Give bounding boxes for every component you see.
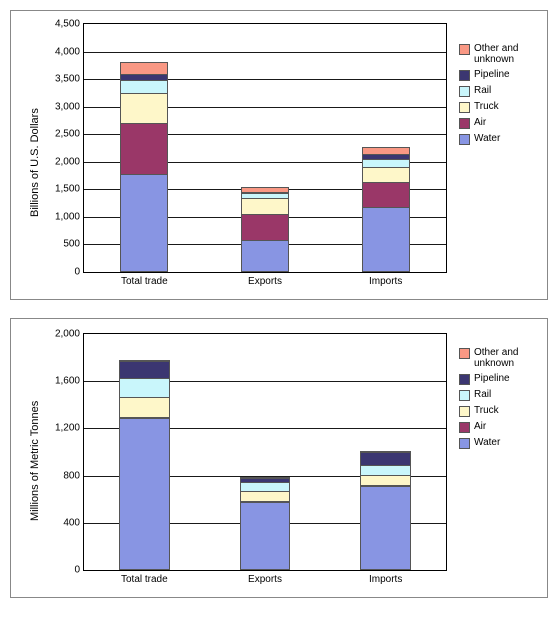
chart-panel-0: 0 500 1,000 1,500 2,000 2,500 3,000 3,500 4,000 4… [10, 10, 548, 300]
y-tick-label: 400 [63, 517, 84, 528]
segment-truck [120, 93, 168, 123]
legend-item: Air [459, 421, 536, 433]
legend-label: Other and unknown [474, 347, 536, 369]
legend-item: Rail [459, 85, 536, 97]
segment-water [241, 240, 289, 272]
legend-item: Rail [459, 389, 536, 401]
y-tick-label: 3,000 [55, 101, 84, 112]
legend-item: Truck [459, 405, 536, 417]
y-tick-label: 3,500 [55, 74, 84, 85]
segment-air [241, 214, 289, 240]
legend-label: Truck [474, 405, 499, 416]
plot-area: 04008001,2001,6002,000Total tradeExports… [83, 333, 447, 571]
segment-rail [240, 482, 291, 490]
y-tick-label: 4,000 [55, 46, 84, 57]
y-tick-label: 500 [63, 239, 84, 250]
y-tick-label: 1,200 [55, 423, 84, 434]
legend-swatch [459, 422, 470, 433]
segment-water [360, 486, 411, 570]
legend-swatch [459, 438, 470, 449]
segment-air [362, 182, 410, 207]
legend-swatch [459, 70, 470, 81]
legend-label: Rail [474, 85, 491, 96]
segment-water [120, 174, 168, 272]
bar-exports [241, 187, 289, 272]
x-tick-label: Exports [248, 570, 282, 585]
segment-rail [119, 378, 170, 396]
segment-rail [362, 159, 410, 167]
legend-swatch [459, 102, 470, 113]
legend-swatch [459, 348, 470, 359]
legend-label: Air [474, 117, 486, 128]
legend-label: Rail [474, 389, 491, 400]
y-axis-label: Millions of Metric Tonnes [29, 401, 41, 521]
segment-truck [241, 198, 289, 213]
legend-label: Truck [474, 101, 499, 112]
y-tick-label: 2,500 [55, 129, 84, 140]
legend-label: Other and unknown [474, 43, 536, 65]
segment-other-and-unknown [120, 62, 168, 74]
segment-truck [119, 397, 170, 417]
x-tick-label: Imports [369, 570, 402, 585]
segment-air [120, 123, 168, 174]
legend-swatch [459, 86, 470, 97]
legend-item: Other and unknown [459, 347, 536, 369]
bar-total-trade [120, 62, 168, 272]
y-tick-label: 800 [63, 470, 84, 481]
y-tick-label: 1,000 [55, 211, 84, 222]
legend-item: Water [459, 437, 536, 449]
legend-item: Pipeline [459, 373, 536, 385]
legend-item: Other and unknown [459, 43, 536, 65]
x-tick-label: Total trade [121, 272, 168, 287]
legend-item: Truck [459, 101, 536, 113]
segment-rail [120, 80, 168, 93]
y-tick-label: 0 [74, 267, 84, 278]
legend-item: Water [459, 133, 536, 145]
y-tick-label: 2,000 [55, 156, 84, 167]
legend-label: Water [474, 133, 500, 144]
y-tick-label: 2,000 [55, 329, 84, 340]
plot-area: 05001,0001,5002,0002,5003,0003,5004,0004… [83, 23, 447, 273]
legend-label: Pipeline [474, 373, 510, 384]
y-tick-label: 0 [74, 565, 84, 576]
y-axis-label: Billions of U.S. Dollars [29, 108, 41, 217]
legend: Other and unknown Pipeline Rail Truck Air Wat… [459, 347, 536, 453]
legend-label: Air [474, 421, 486, 432]
y-tick-label: 1,600 [55, 376, 84, 387]
x-tick-label: Imports [369, 272, 402, 287]
bar-total-trade [119, 360, 170, 570]
segment-rail [360, 465, 411, 475]
segment-truck [362, 167, 410, 182]
segment-truck [360, 475, 411, 484]
legend-label: Water [474, 437, 500, 448]
legend-swatch [459, 118, 470, 129]
y-tick-label: 4,500 [55, 19, 84, 30]
chart-panel-1: 0 400 800 1,200 1,600 2,000 Total trade Exports… [10, 318, 548, 598]
legend-swatch [459, 390, 470, 401]
bar-imports [362, 147, 410, 272]
bar-imports [360, 451, 411, 570]
segment-pipeline [119, 361, 170, 378]
bar-exports [240, 477, 291, 570]
segment-other-and-unknown [362, 147, 410, 154]
legend-item: Pipeline [459, 69, 536, 81]
legend-item: Air [459, 117, 536, 129]
x-tick-label: Exports [248, 272, 282, 287]
segment-water [362, 207, 410, 272]
legend-swatch [459, 134, 470, 145]
segment-water [240, 502, 291, 570]
segment-truck [240, 491, 291, 502]
legend-label: Pipeline [474, 69, 510, 80]
y-tick-label: 1,500 [55, 184, 84, 195]
segment-water [119, 418, 170, 570]
x-tick-label: Total trade [121, 570, 168, 585]
legend-swatch [459, 374, 470, 385]
legend-swatch [459, 406, 470, 417]
legend: Other and unknown Pipeline Rail Truck Air Wat… [459, 43, 536, 149]
segment-pipeline [360, 452, 411, 465]
legend-swatch [459, 44, 470, 55]
